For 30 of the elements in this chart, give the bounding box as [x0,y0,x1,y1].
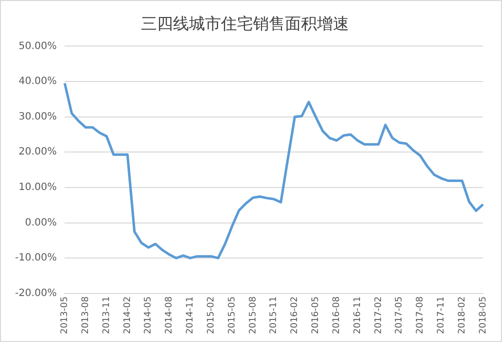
x-tick-label: 2015-05 [227,296,238,334]
x-tick-label: 2013-05 [60,296,70,334]
x-tick-label: 2017-02 [374,296,384,334]
y-tick-label: 30.00% [18,111,57,122]
x-tick-label: 2014-11 [186,296,196,334]
y-tick-label: 50.00% [18,40,57,52]
x-tick-label: 2015-08 [248,296,258,334]
x-tick-label: 2017-05 [394,296,405,334]
y-tick-label: 10.00% [18,182,57,194]
x-tick-label: 2016-02 [290,296,300,334]
y-tick-label: -10.00% [14,252,57,264]
x-tick-label: 2014-08 [164,296,175,334]
x-tick-label: 2013-08 [80,296,91,334]
y-tick-label: 20.00% [18,146,57,158]
x-tick-label: 2016-05 [311,296,322,334]
x-tick-label: 2017-11 [436,296,447,334]
x-tick-label: 2016-11 [352,296,363,334]
x-tick-label: 2016-08 [332,296,342,334]
y-tick-label: -20.00% [14,288,57,299]
x-tick-label: 2013-11 [102,296,112,334]
x-tick-label: 2018-05 [478,296,488,334]
x-tick-label: 2015-02 [206,296,216,334]
x-tick-label: 2017-08 [416,296,426,334]
x-tick-label: 2018-02 [457,296,468,334]
x-tick-label: 2014-05 [144,296,154,334]
x-tick-label: 2015-11 [269,296,280,334]
y-tick-label: 0.00% [24,217,57,228]
x-tick-label: 2014-02 [122,296,133,334]
y-tick-label: 40.00% [18,76,57,88]
chart-title: 三四线城市住宅销售面积增速 [141,14,349,33]
